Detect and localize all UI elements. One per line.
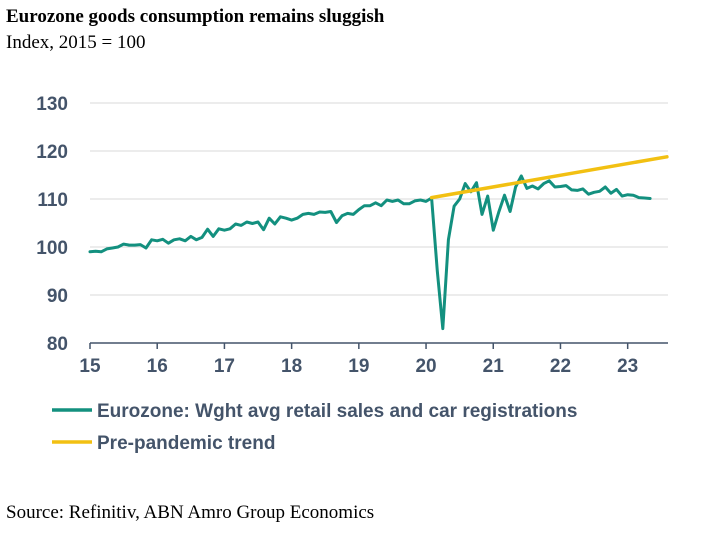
x-tick-label-23: 23 — [617, 356, 638, 377]
y-tick-label-130: 130 — [36, 94, 68, 115]
y-tick-label-90: 90 — [47, 286, 68, 307]
chart-subtitle: Index, 2015 = 100 — [6, 32, 146, 53]
series-line-pre-pandemic-trend — [429, 155, 669, 200]
gridlines — [90, 102, 668, 296]
chart-title: Eurozone goods consumption remains slugg… — [6, 6, 385, 27]
x-tick-label-21: 21 — [483, 356, 505, 377]
series-lines — [88, 155, 669, 331]
series-line-eurozone — [88, 174, 652, 331]
y-tick-label-120: 120 — [36, 142, 68, 163]
legend: Eurozone: Wght avg retail sales and car … — [52, 401, 577, 454]
legend-label-pre-pandemic-trend: Pre-pandemic trend — [97, 433, 275, 454]
line-chart: 80 90 100 110 120 130 15 16 17 18 19 20 21 22 23 Euroz… — [36, 94, 669, 454]
source-note: Source: Refinitiv, ABN Amro Group Econom… — [6, 502, 375, 523]
legend-label-eurozone: Eurozone: Wght avg retail sales and car … — [97, 401, 577, 422]
y-tick-label-110: 110 — [37, 190, 68, 211]
x-tick-label-19: 19 — [348, 356, 369, 377]
x-tick-label-15: 15 — [79, 356, 101, 377]
x-tick-label-20: 20 — [415, 356, 436, 377]
axes: 80 90 100 110 120 130 15 16 17 18 19 20 21 22 23 — [36, 94, 668, 377]
y-tick-label-80: 80 — [47, 334, 68, 355]
y-tick-label-100: 100 — [36, 238, 68, 259]
x-tick-label-22: 22 — [550, 356, 571, 377]
x-tick-label-18: 18 — [281, 356, 302, 377]
x-tick-label-16: 16 — [147, 356, 168, 377]
x-tick-label-17: 17 — [214, 356, 235, 377]
